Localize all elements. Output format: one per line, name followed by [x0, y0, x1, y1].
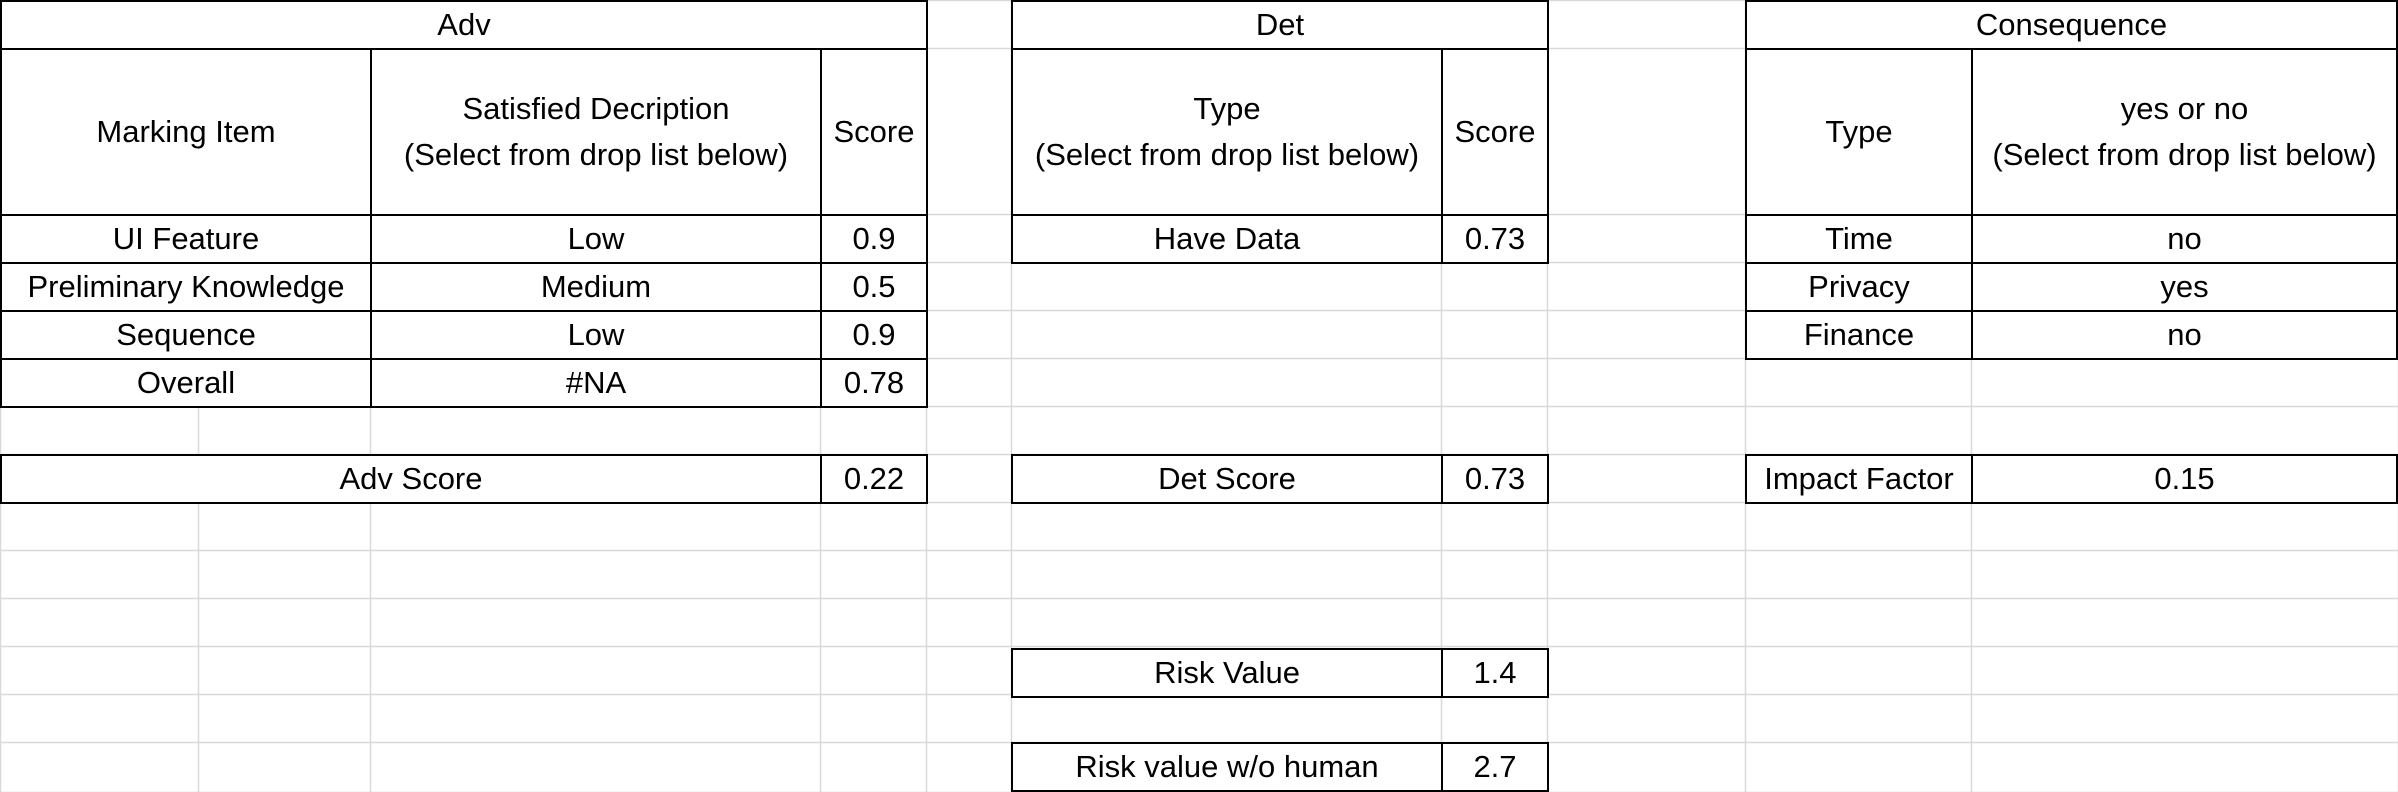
adv-score-label[interactable]: Adv Score [0, 454, 822, 504]
adv-row-item[interactable]: Sequence [0, 310, 372, 360]
adv-header-marking-item[interactable]: Marking Item [0, 48, 372, 216]
consequence-title[interactable]: Consequence [1745, 0, 2398, 50]
det-row-score[interactable]: 0.73 [1441, 214, 1549, 264]
det-header-type-line1: Type [1193, 91, 1261, 126]
consequence-row-value[interactable]: no [1971, 310, 2398, 360]
det-header-type[interactable]: Type (Select from drop list below) [1011, 48, 1443, 216]
consequence-row-type[interactable]: Privacy [1745, 262, 1973, 312]
adv-title[interactable]: Adv [0, 0, 928, 50]
det-score-value[interactable]: 0.73 [1441, 454, 1549, 504]
adv-header-description-line2: (Select from drop list below) [403, 137, 789, 172]
consequence-header-type[interactable]: Type [1745, 48, 1973, 216]
impact-factor-value[interactable]: 0.15 [1971, 454, 2398, 504]
adv-header-description[interactable]: Satisfied Decription (Select from drop l… [370, 48, 822, 216]
impact-factor-label[interactable]: Impact Factor [1745, 454, 1973, 504]
det-header-score[interactable]: Score [1441, 48, 1549, 216]
consequence-header-yesno-line2: (Select from drop list below) [1992, 137, 2377, 172]
consequence-row-type[interactable]: Time [1745, 214, 1973, 264]
det-score-label[interactable]: Det Score [1011, 454, 1443, 504]
det-title[interactable]: Det [1011, 0, 1549, 50]
det-header-type-line2: (Select from drop list below) [1034, 137, 1420, 172]
adv-row-score[interactable]: 0.78 [820, 358, 928, 408]
consequence-row-value[interactable]: yes [1971, 262, 2398, 312]
adv-row-description[interactable]: Low [370, 214, 822, 264]
adv-row-score[interactable]: 0.9 [820, 310, 928, 360]
adv-row-score[interactable]: 0.9 [820, 214, 928, 264]
consequence-row-type[interactable]: Finance [1745, 310, 1973, 360]
det-row-type[interactable]: Have Data [1011, 214, 1443, 264]
adv-row-score[interactable]: 0.5 [820, 262, 928, 312]
risk-wo-human-value[interactable]: 2.7 [1441, 742, 1549, 792]
consequence-header-yesno-line1: yes or no [2120, 91, 2249, 126]
adv-row-item[interactable]: UI Feature [0, 214, 372, 264]
adv-row-description[interactable]: Medium [370, 262, 822, 312]
adv-row-description[interactable]: #NA [370, 358, 822, 408]
adv-row-description[interactable]: Low [370, 310, 822, 360]
consequence-row-value[interactable]: no [1971, 214, 2398, 264]
risk-value-label[interactable]: Risk Value [1011, 648, 1443, 698]
consequence-header-yesno[interactable]: yes or no (Select from drop list below) [1971, 48, 2398, 216]
risk-wo-human-label[interactable]: Risk value w/o human [1011, 742, 1443, 792]
adv-header-description-line1: Satisfied Decription [462, 91, 730, 126]
adv-score-value[interactable]: 0.22 [820, 454, 928, 504]
adv-row-item[interactable]: Overall [0, 358, 372, 408]
risk-value[interactable]: 1.4 [1441, 648, 1549, 698]
adv-row-item[interactable]: Preliminary Knowledge [0, 262, 372, 312]
adv-header-score[interactable]: Score [820, 48, 928, 216]
